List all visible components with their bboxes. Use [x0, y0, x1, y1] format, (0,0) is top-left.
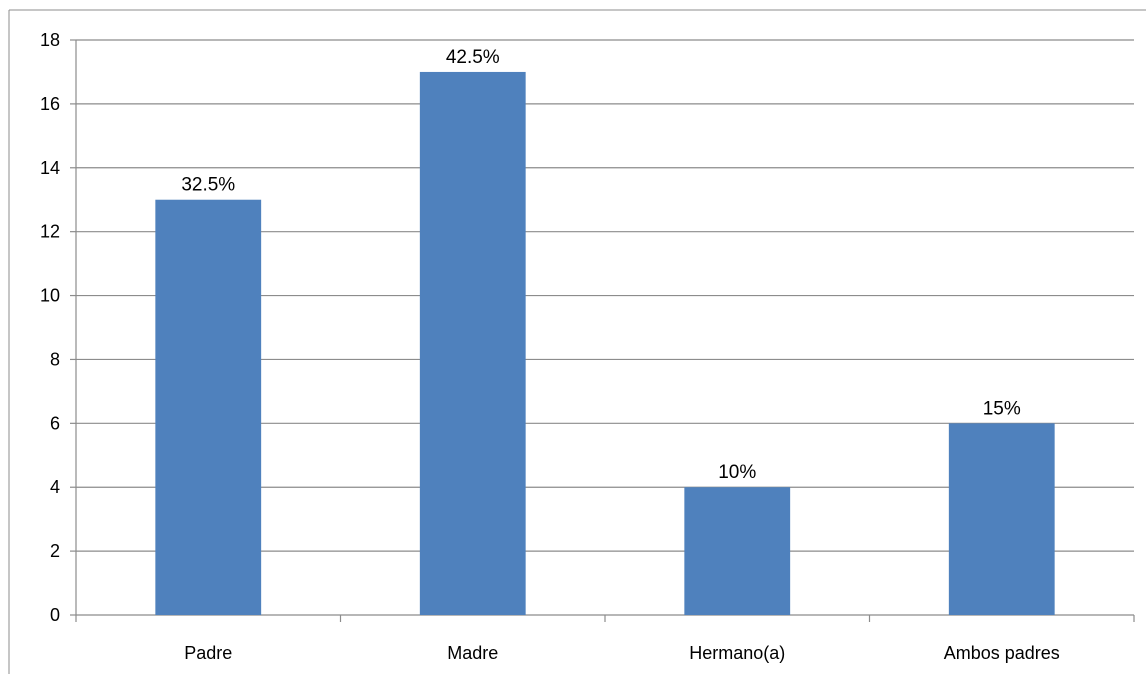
y-tick-label: 18 — [40, 30, 60, 50]
bar-chart: 32.5% 42.5% 10% 15% 0 2 4 6 8 10 12 14 16 18 Padre Ma… — [8, 9, 1146, 674]
x-tick-label: Hermano(a) — [689, 643, 785, 663]
y-tick-label: 4 — [50, 477, 60, 497]
bar-ambos-padres — [948, 423, 1055, 615]
bar-padre — [155, 199, 262, 615]
chart-frame: 32.5% 42.5% 10% 15% 0 2 4 6 8 10 12 14 16 18 Padre Ma… — [8, 0, 1146, 674]
x-tick-label: Padre — [184, 643, 232, 663]
y-tick-label: 2 — [50, 541, 60, 561]
data-label: 42.5% — [446, 47, 500, 68]
y-tick-label: 12 — [40, 222, 60, 242]
x-tick-labels: Padre Madre Hermano(a) Ambos padres — [184, 643, 1060, 663]
y-tick-label: 10 — [40, 286, 60, 306]
y-tick-label: 8 — [50, 349, 60, 369]
bar-hermano-a — [684, 487, 791, 615]
y-tick-labels: 0 2 4 6 8 10 12 14 16 18 — [40, 30, 60, 625]
bars — [155, 71, 1055, 615]
y-tick-label: 14 — [40, 158, 60, 178]
bar-madre — [419, 71, 526, 615]
x-tick-label: Ambos padres — [944, 643, 1060, 663]
data-label: 10% — [718, 462, 756, 483]
data-label: 32.5% — [181, 175, 235, 196]
data-labels: 32.5% 42.5% 10% 15% — [181, 47, 1021, 483]
y-tick-label: 6 — [50, 413, 60, 433]
y-tick-label: 16 — [40, 94, 60, 114]
y-tick-label: 0 — [50, 605, 60, 625]
data-label: 15% — [983, 398, 1021, 419]
x-tick-label: Madre — [447, 643, 498, 663]
